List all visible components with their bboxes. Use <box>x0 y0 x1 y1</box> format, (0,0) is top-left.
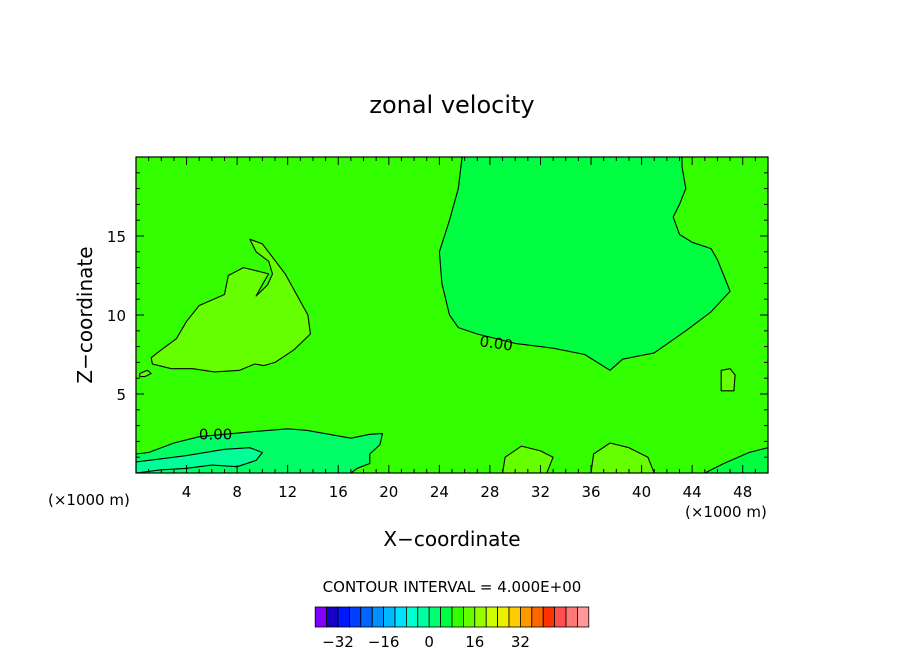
y-tick-label: 10 <box>107 307 126 325</box>
colorbar-swatch <box>337 606 350 628</box>
colorbar-swatch <box>314 606 328 628</box>
colorbar-swatch <box>326 606 339 628</box>
x-tick-label: 12 <box>278 483 297 501</box>
colorbar-swatch <box>485 606 499 628</box>
positive-bottom-2 <box>590 442 655 473</box>
contour-label: 0.00 <box>478 332 514 354</box>
chart-title: zonal velocity <box>369 91 534 119</box>
colorbar-swatch <box>474 606 487 628</box>
colorbar-swatch <box>508 606 521 628</box>
y-tick-label: 15 <box>107 228 126 246</box>
colorbar-swatch <box>348 606 362 628</box>
colorbar-swatch <box>462 606 476 628</box>
colorbar-swatch <box>360 606 373 628</box>
x-axis: 4 8 12 16 20 24 28 32 36 40 44 48 <box>135 157 769 501</box>
colorbar-swatch <box>451 606 464 628</box>
contour-label: 0.00 <box>199 425 232 443</box>
x-tick-label: 20 <box>379 483 398 501</box>
x-axis-label: X−coordinate <box>383 527 520 551</box>
colorbar-swatch <box>542 606 556 628</box>
positive-blob-right <box>720 368 736 392</box>
colorbar-tick-label: −32 <box>322 633 354 651</box>
x-tick-label: 16 <box>329 483 348 501</box>
colorbar-swatch <box>565 606 578 628</box>
colorbar-swatch <box>405 606 419 628</box>
colorbar-swatch <box>520 606 533 628</box>
colorbar-tick-label: 16 <box>465 633 484 651</box>
x-tick-label: 28 <box>480 483 499 501</box>
x-tick-label: 44 <box>683 483 702 501</box>
x-tick-label: 36 <box>581 483 600 501</box>
negative-region-top <box>438 157 731 371</box>
negative-bottom-right <box>704 447 768 473</box>
x-tick-label: 40 <box>632 483 651 501</box>
colorbar-tick-label: −16 <box>368 633 400 651</box>
colorbar-tick-label: 32 <box>511 633 530 651</box>
plot-area: 0.00 0.00 <box>135 156 769 474</box>
colorbar-swatch <box>417 606 430 628</box>
colorbar-swatch <box>394 606 407 628</box>
x-tick-label: 8 <box>232 483 242 501</box>
positive-blob-left-edge <box>139 369 152 378</box>
positive-region-left <box>150 238 311 373</box>
colorbar-tick-label: 0 <box>424 633 434 651</box>
x-tick-label: 4 <box>182 483 192 501</box>
colorbar-swatch <box>440 606 453 628</box>
colorbar-swatch <box>531 606 544 628</box>
colorbar-swatch <box>383 606 396 628</box>
x-unit-right: (×1000 m) <box>685 503 767 521</box>
colorbar-swatch <box>497 606 510 628</box>
contour-interval-text: CONTOUR INTERVAL = 4.000E+00 <box>323 578 582 596</box>
colorbar: −32 −16 0 16 32 <box>314 606 590 651</box>
colorbar-swatch <box>428 606 442 628</box>
x-tick-label: 32 <box>531 483 550 501</box>
colorbar-swatch <box>554 606 567 628</box>
y-axis-label: Z−coordinate <box>73 246 97 383</box>
y-axis: 5 10 15 <box>107 156 768 474</box>
colorbar-swatch <box>371 606 385 628</box>
x-tick-label: 48 <box>733 483 752 501</box>
x-unit-left: (×1000 m) <box>48 491 130 509</box>
colorbar-swatch <box>577 606 590 628</box>
y-tick-label: 5 <box>116 386 126 404</box>
x-tick-label: 24 <box>430 483 449 501</box>
